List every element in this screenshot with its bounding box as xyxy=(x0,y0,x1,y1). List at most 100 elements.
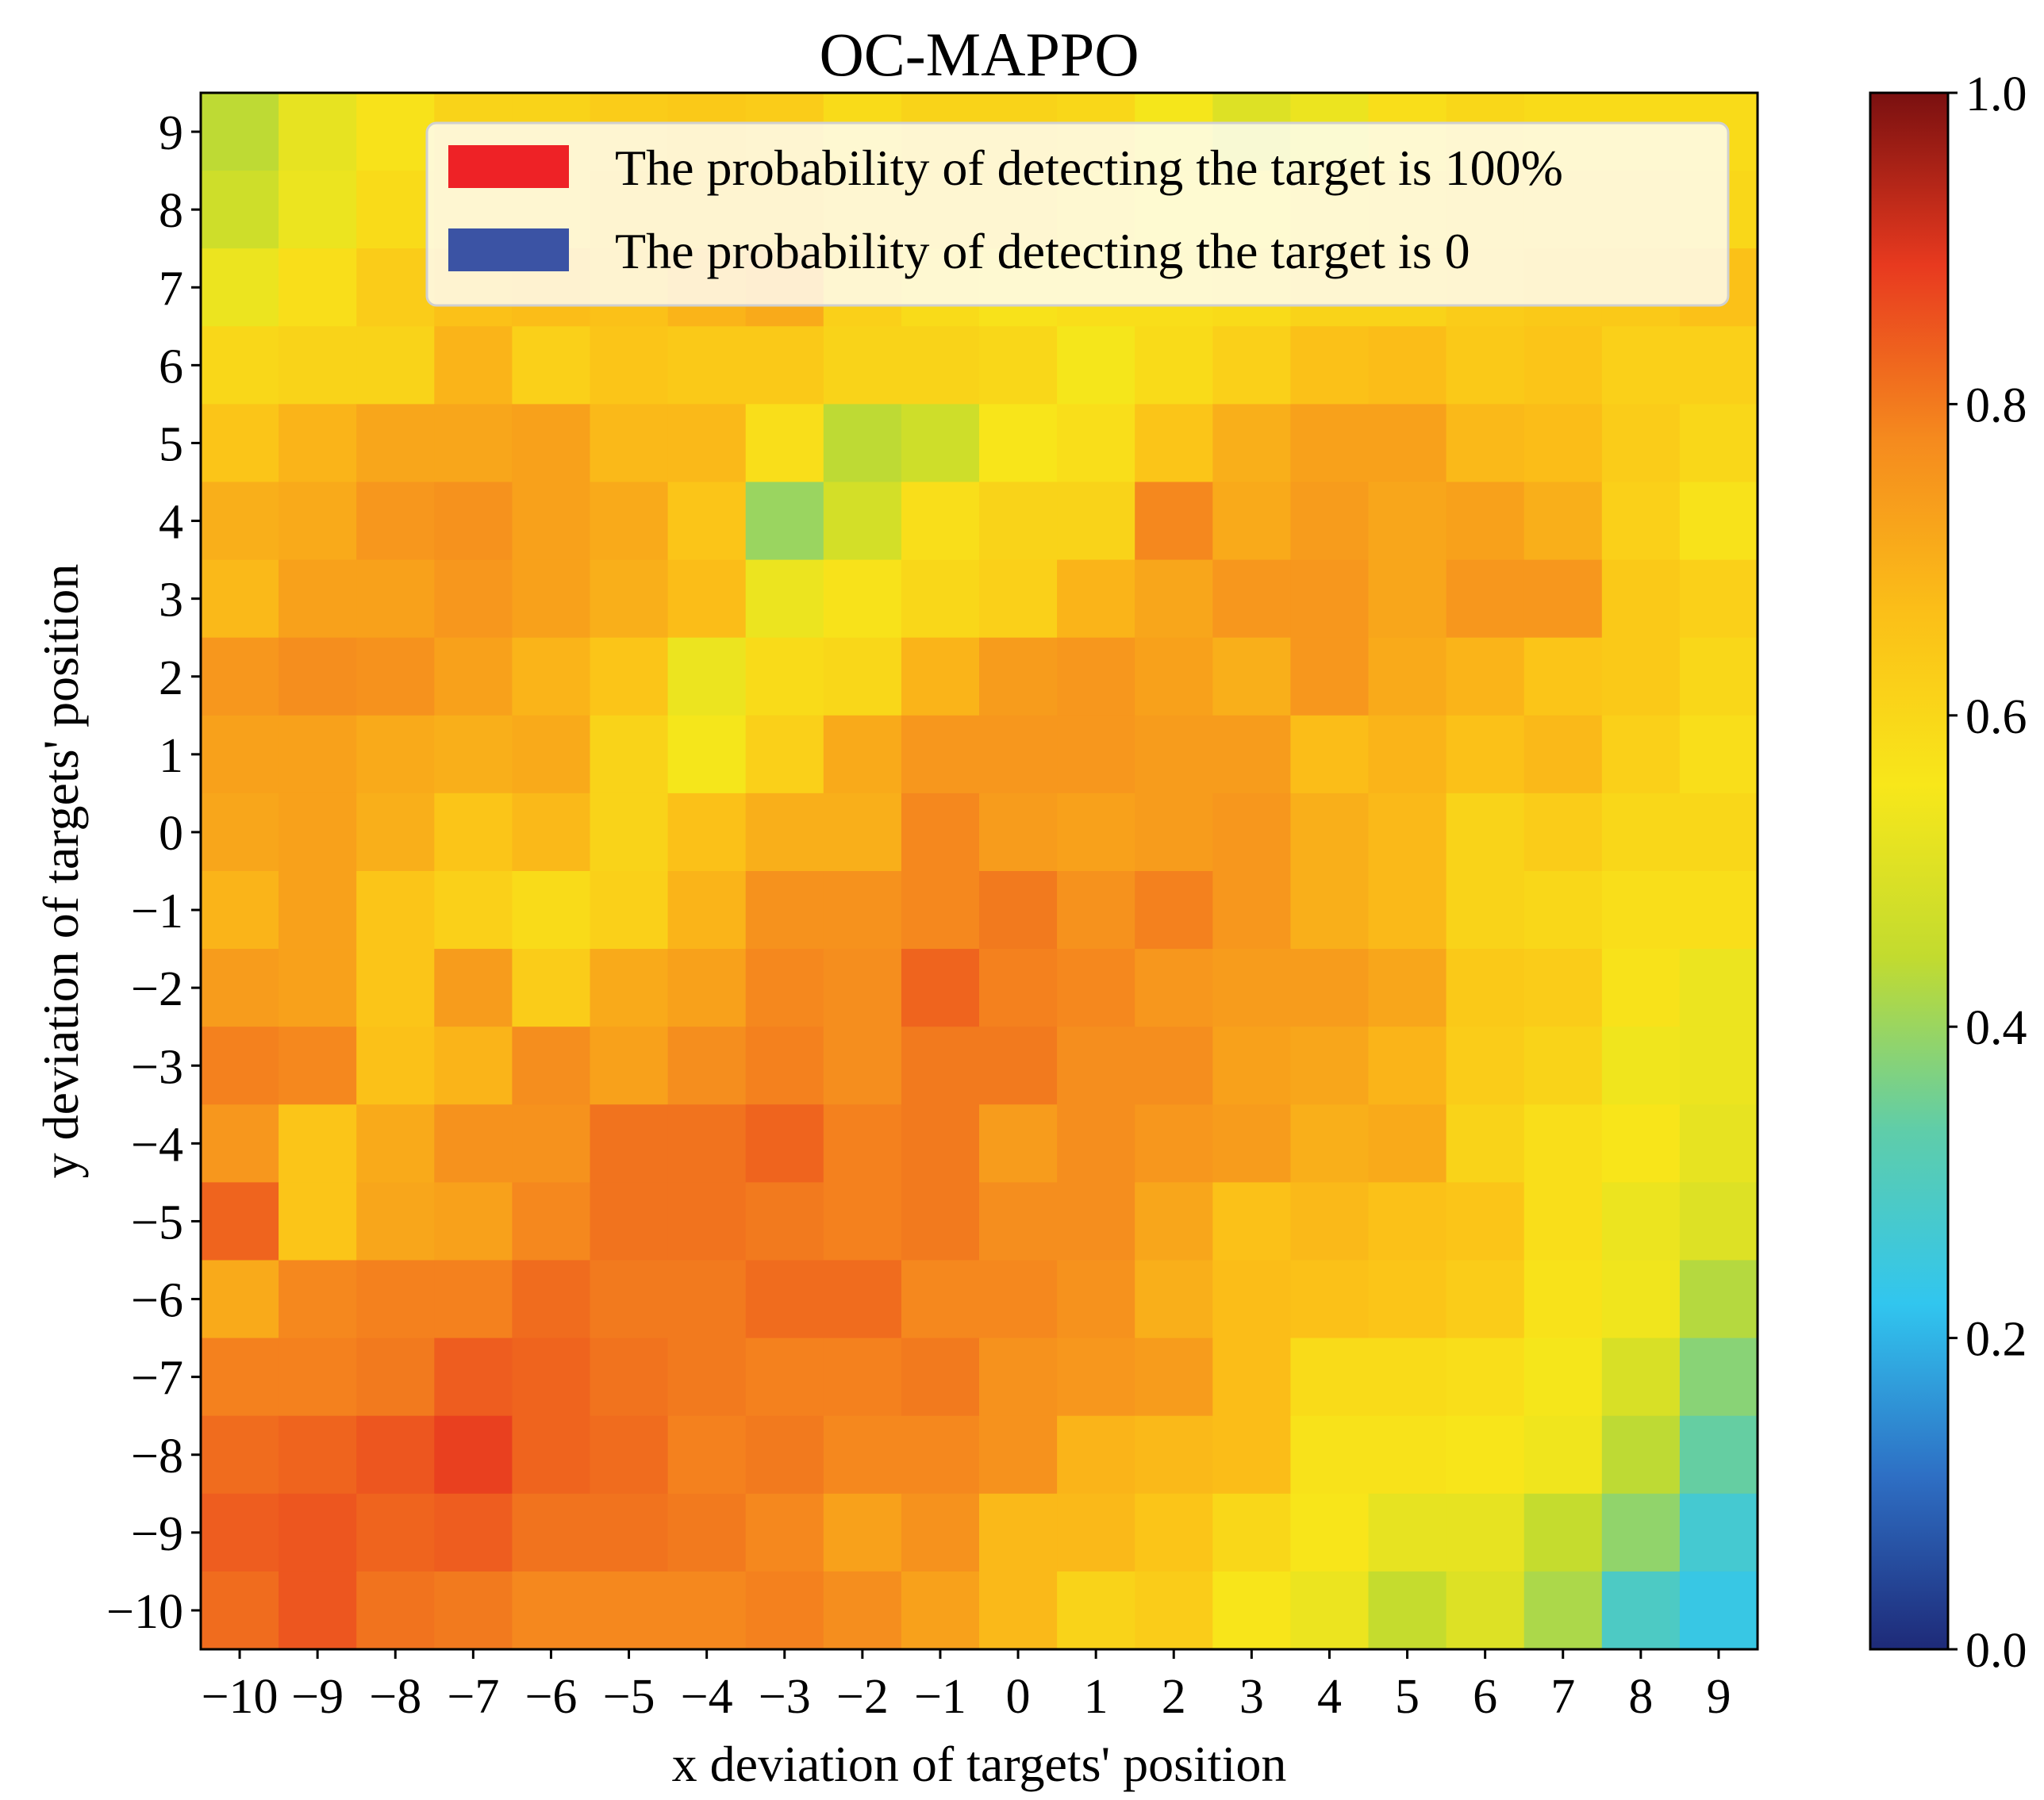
heatmap-cell xyxy=(1290,559,1370,639)
heatmap-cell xyxy=(590,637,669,716)
heatmap-cell xyxy=(979,559,1058,639)
heatmap-cell xyxy=(1057,482,1135,561)
heatmap-cell xyxy=(667,715,747,794)
heatmap-cell xyxy=(279,793,357,872)
heatmap-cell xyxy=(590,1182,669,1261)
heatmap-cell xyxy=(1212,1027,1291,1105)
heatmap-cell xyxy=(745,1571,824,1650)
heatmap-cell xyxy=(1679,404,1758,483)
heatmap-cell xyxy=(667,1338,747,1417)
heatmap-cell xyxy=(1368,637,1447,716)
heatmap-cell xyxy=(667,793,747,872)
heatmap-cell xyxy=(823,559,902,639)
heatmap-cell xyxy=(201,1415,279,1495)
colorbar-tick-label: 0.8 xyxy=(1965,378,2027,432)
colorbar-tick-label: 0.6 xyxy=(1965,690,2027,744)
heatmap-cell xyxy=(1057,404,1135,483)
y-tick-label: 3 xyxy=(159,574,183,628)
heatmap-cell xyxy=(590,715,669,794)
heatmap-cell xyxy=(1057,1182,1135,1261)
legend-swatch-100 xyxy=(448,145,569,188)
heatmap-cell xyxy=(356,1338,435,1417)
heatmap-cell xyxy=(279,1571,357,1650)
heatmap-cell xyxy=(1057,637,1135,716)
heatmap-cell xyxy=(1290,949,1370,1027)
heatmap-cell xyxy=(279,171,357,249)
heatmap-cell xyxy=(901,482,980,561)
heatmap-cell xyxy=(1057,1338,1135,1417)
heatmap-cell xyxy=(356,715,435,794)
heatmap-cell xyxy=(745,1493,824,1572)
heatmap-cell xyxy=(1446,482,1525,561)
heatmap-cell xyxy=(745,1027,824,1105)
heatmap-cell xyxy=(667,482,747,561)
heatmap-cell xyxy=(1290,326,1370,405)
heatmap-cell xyxy=(1212,482,1291,561)
heatmap-cell xyxy=(1446,559,1525,639)
heatmap-cell xyxy=(667,1260,747,1339)
heatmap-cell xyxy=(201,1338,279,1417)
legend-swatch-0 xyxy=(448,228,569,271)
heatmap-cell xyxy=(1057,1104,1135,1183)
heatmap-cell xyxy=(201,1493,279,1572)
heatmap-cell xyxy=(1446,637,1525,716)
heatmap-cell xyxy=(745,1260,824,1339)
heatmap-cell xyxy=(901,637,980,716)
heatmap-cell xyxy=(1135,871,1213,950)
heatmap-cell xyxy=(1290,637,1370,716)
heatmap-cell xyxy=(979,715,1058,794)
heatmap-cell xyxy=(1290,1493,1370,1572)
heatmap-cell xyxy=(356,637,435,716)
heatmap-cell xyxy=(201,1182,279,1261)
heatmap-cell xyxy=(1446,1571,1525,1650)
heatmap-cell xyxy=(745,949,824,1027)
heatmap-cell xyxy=(201,93,279,171)
heatmap-cell xyxy=(1212,1415,1291,1495)
heatmap-cell xyxy=(1446,715,1525,794)
heatmap-cell xyxy=(1057,715,1135,794)
heatmap-cell xyxy=(201,559,279,639)
heatmap-cell xyxy=(1601,637,1681,716)
colorbar-tick-label: 1.0 xyxy=(1965,67,2027,121)
heatmap-cell xyxy=(201,1104,279,1183)
heatmap-cell xyxy=(279,1260,357,1339)
heatmap-cell xyxy=(279,559,357,639)
heatmap-cell xyxy=(279,1027,357,1105)
heatmap-cell xyxy=(512,404,591,483)
heatmap-cell xyxy=(1368,1104,1447,1183)
heatmap-cell xyxy=(1057,1260,1135,1339)
y-tick-label: −4 xyxy=(131,1118,183,1172)
heatmap-cell xyxy=(1679,1027,1758,1105)
heatmap-cell xyxy=(1212,1260,1291,1339)
heatmap-cell xyxy=(512,326,591,405)
y-tick-label: 9 xyxy=(159,106,183,160)
heatmap-cell xyxy=(979,482,1058,561)
heatmap-cell xyxy=(1290,1571,1370,1650)
heatmap-cell xyxy=(901,1415,980,1495)
y-tick-label: −9 xyxy=(131,1507,183,1561)
heatmap-cell xyxy=(590,559,669,639)
heatmap-cell xyxy=(745,1182,824,1261)
heatmap-cell xyxy=(1135,1415,1213,1495)
heatmap-cell xyxy=(823,1104,902,1183)
heatmap-cell xyxy=(745,559,824,639)
heatmap-cell xyxy=(1446,1104,1525,1183)
heatmap-cell xyxy=(1523,715,1603,794)
heatmap-cell xyxy=(279,248,357,327)
heatmap-cell xyxy=(434,793,513,872)
heatmap-cell xyxy=(356,248,435,327)
heatmap-cell xyxy=(590,1027,669,1105)
heatmap-cell xyxy=(823,326,902,405)
heatmap-cell xyxy=(1601,326,1681,405)
heatmap-cell xyxy=(512,871,591,950)
heatmap-cell xyxy=(1368,715,1447,794)
heatmap-cell xyxy=(356,326,435,405)
heatmap-cell xyxy=(1135,1182,1213,1261)
heatmap-cell xyxy=(1368,949,1447,1027)
heatmap-cell xyxy=(1601,1415,1681,1495)
heatmap-cell xyxy=(901,1027,980,1105)
heatmap-cell xyxy=(201,482,279,561)
heatmap-cell xyxy=(356,1493,435,1572)
heatmap-cell xyxy=(279,949,357,1027)
heatmap-cell xyxy=(434,1027,513,1105)
